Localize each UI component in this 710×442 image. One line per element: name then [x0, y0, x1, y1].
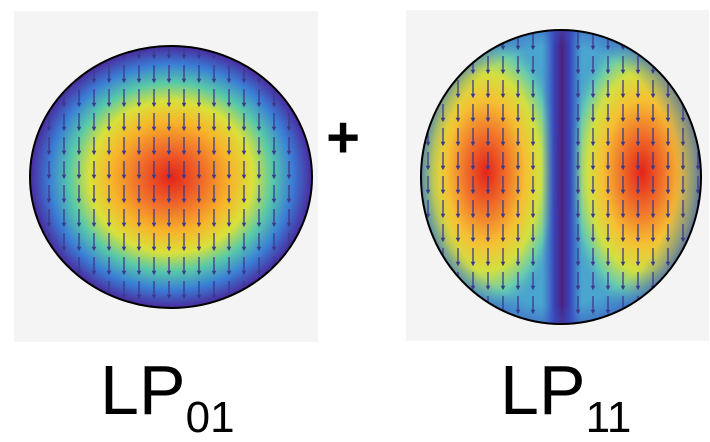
lp01-label: LP01	[100, 351, 235, 442]
lp11-mode-plot	[420, 29, 702, 325]
lp11-mode-panel	[406, 10, 709, 341]
lp01-mode-plot	[29, 45, 313, 309]
lp01-mode-panel	[14, 11, 318, 342]
lp01-core-outline	[29, 45, 313, 309]
lp11-label: LP11	[500, 351, 632, 442]
lp11-core-outline	[420, 29, 702, 325]
lp11-intensity-disk	[421, 30, 701, 324]
lp01-intensity-disk	[30, 46, 312, 308]
plus-sign: +	[326, 105, 360, 170]
